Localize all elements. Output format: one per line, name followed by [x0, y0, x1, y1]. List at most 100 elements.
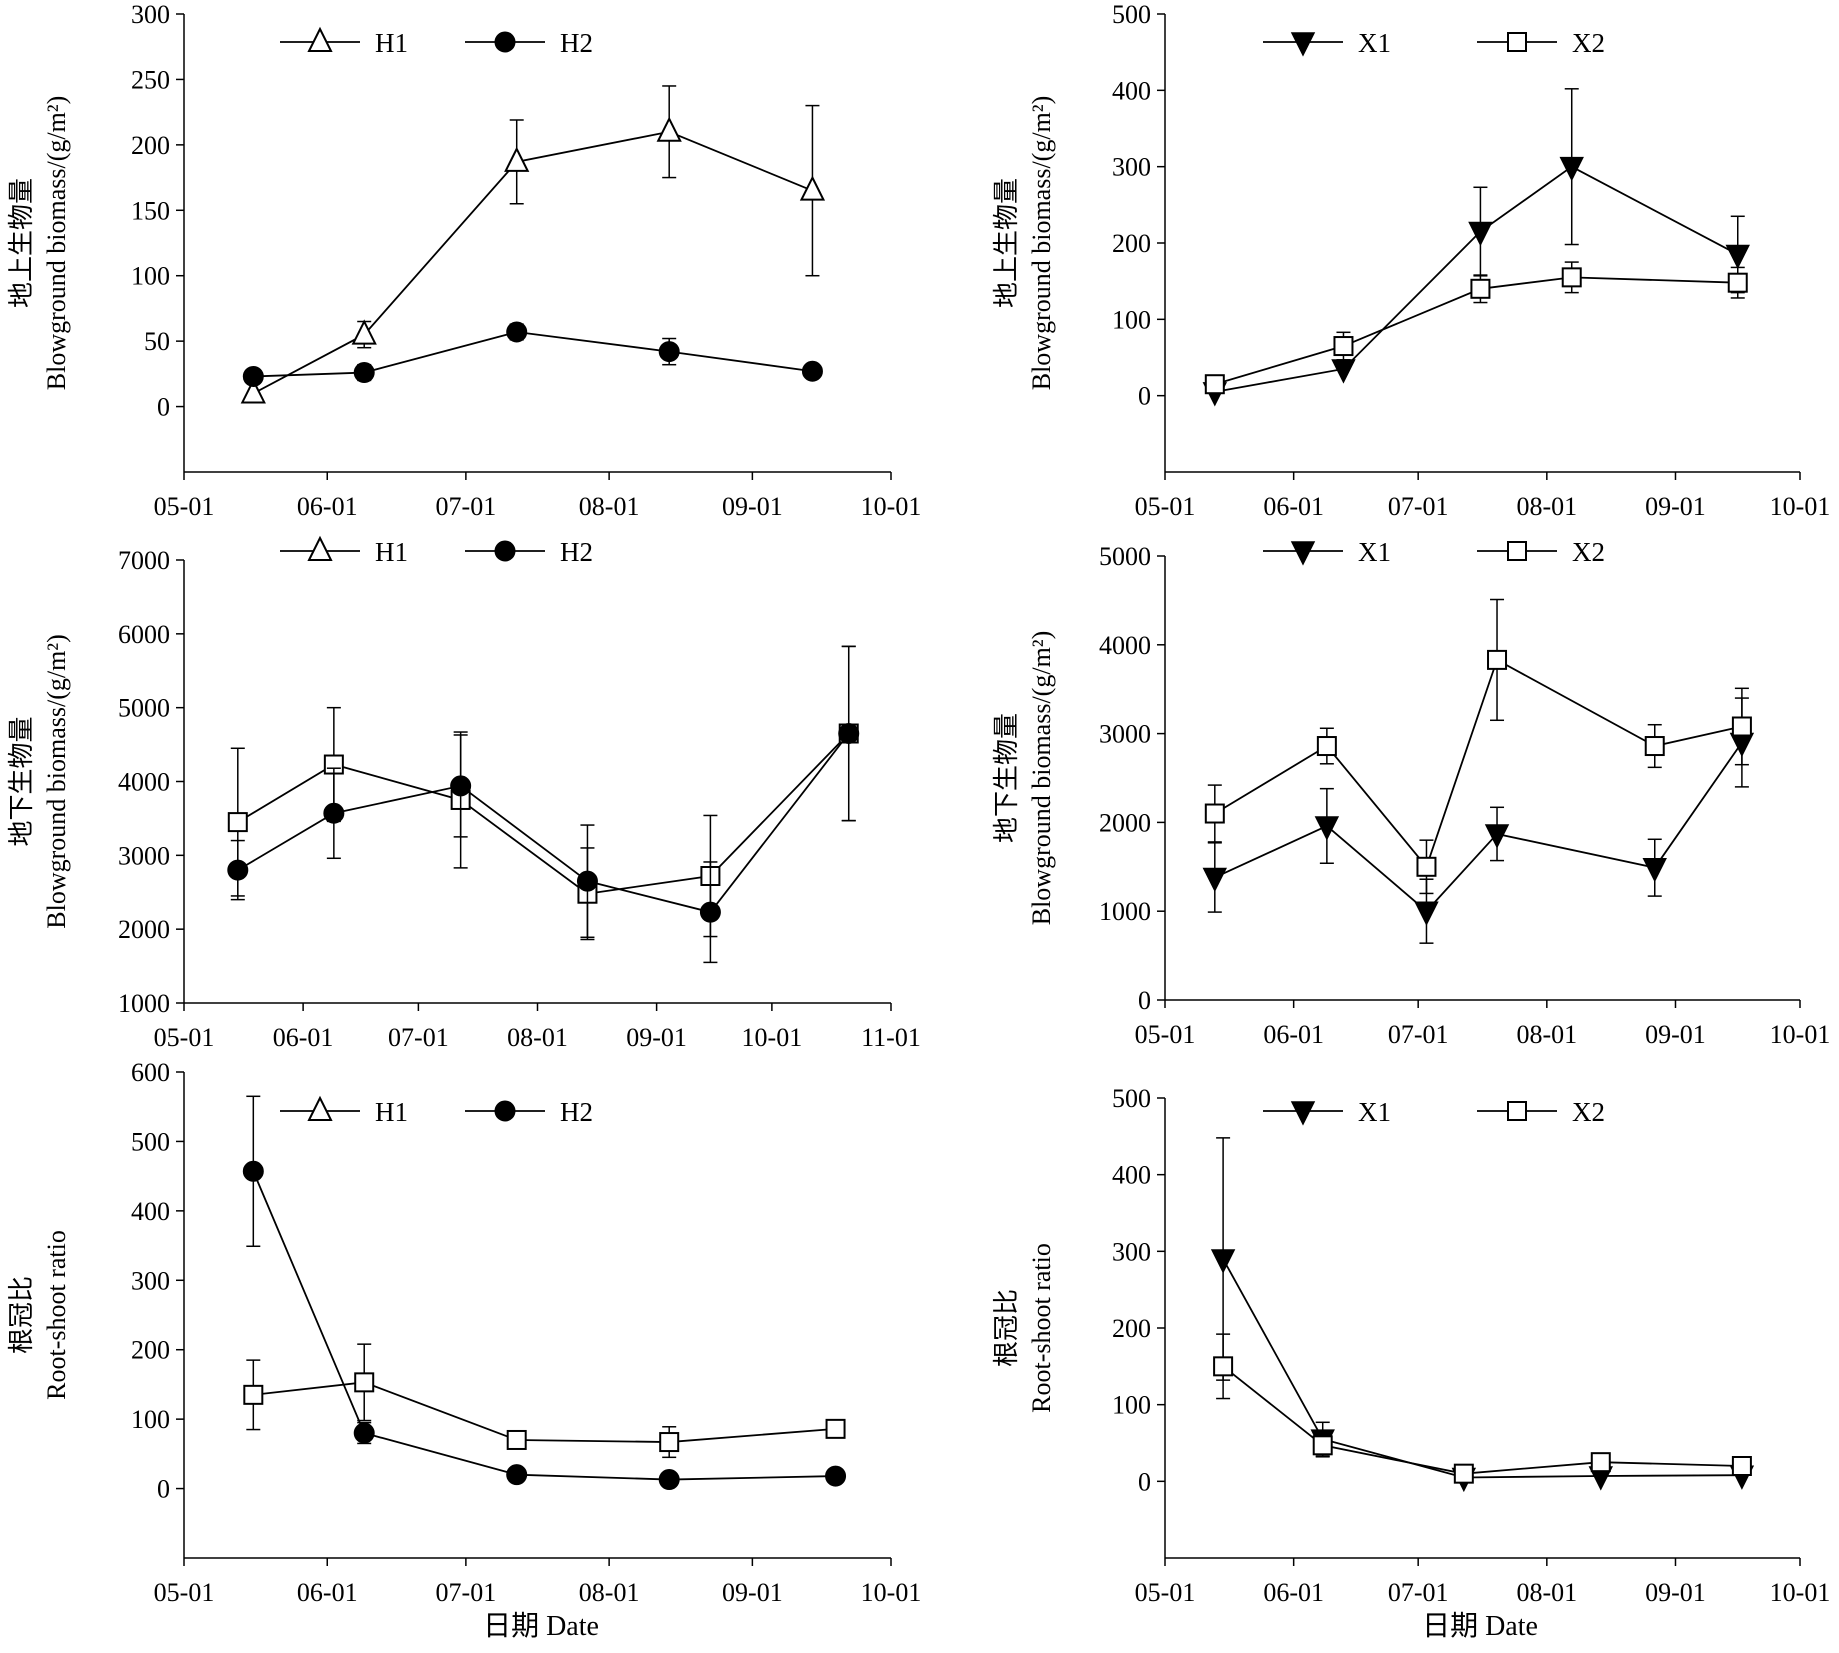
y-tick-label: 400 — [131, 1197, 170, 1226]
data-point — [1727, 272, 1748, 293]
legend-marker — [1290, 32, 1316, 57]
x-tick-label: 10-01 — [1770, 1578, 1831, 1607]
legend-label: H2 — [560, 1097, 593, 1127]
x-tick-label: 05-01 — [154, 1578, 215, 1607]
data-point — [658, 1469, 680, 1491]
y-tick-label: 200 — [131, 1336, 170, 1365]
data-point — [1731, 1456, 1752, 1476]
data-point — [1470, 278, 1491, 299]
y-tick-label: 500 — [131, 1127, 170, 1156]
x-tick-label: 08-01 — [1516, 1020, 1577, 1049]
x-tick-label: 05-01 — [154, 1023, 215, 1052]
data-point — [576, 870, 598, 892]
y-tick-label: 100 — [1112, 1391, 1151, 1420]
y-tick-label: 400 — [1112, 76, 1151, 105]
y-tick-label: 300 — [131, 1266, 170, 1295]
data-point — [1484, 824, 1510, 849]
data-point — [242, 1160, 264, 1182]
x-tick-label: 09-01 — [1645, 1578, 1706, 1607]
y-axis-label-en: Blowground biomass/(g/m²) — [42, 634, 71, 929]
x-tick-label: 08-01 — [1516, 1578, 1577, 1607]
data-point — [656, 116, 682, 142]
legend-label: H1 — [375, 28, 408, 58]
chart-panel-middle-left: 1000 2000 3000 4000 5000 6000 7000 05-01 06-01 07… — [7, 535, 921, 1052]
x-tick-label: 07-01 — [1388, 492, 1449, 521]
y-axis-label-zh: 地下生物量 — [7, 716, 36, 846]
x-tick-label: 10-01 — [1770, 1020, 1831, 1049]
y-axis-label-zh: 根冠比 — [7, 1276, 36, 1354]
x-tick-label: 06-01 — [1263, 1020, 1324, 1049]
x-tick-label: 06-01 — [273, 1023, 334, 1052]
y-tick-label: 400 — [1112, 1161, 1151, 1190]
data-point — [1453, 1463, 1474, 1484]
x-tick-label: 09-01 — [722, 1578, 783, 1607]
y-tick-label: 7000 — [118, 546, 170, 575]
x-tick-label: 07-01 — [1388, 1578, 1449, 1607]
x-tick-label: 07-01 — [436, 1578, 497, 1607]
y-tick-label: 300 — [131, 0, 170, 29]
data-point — [506, 1464, 528, 1486]
data-point — [659, 1432, 680, 1453]
data-point — [799, 175, 826, 201]
data-point — [1202, 867, 1228, 893]
data-point — [838, 723, 860, 745]
data-point — [1414, 901, 1439, 926]
y-tick-label: 2000 — [1099, 808, 1151, 837]
x-tick-label: 09-01 — [1645, 1020, 1706, 1049]
legend-label: X2 — [1572, 28, 1605, 58]
y-tick-label: 0 — [1138, 986, 1151, 1015]
x-tick-label: 08-01 — [579, 492, 640, 521]
y-axis-label-en: Blowground biomass/(g/m²) — [1027, 96, 1056, 391]
legend-label: H1 — [375, 1097, 408, 1127]
y-tick-label: 0 — [1138, 1467, 1151, 1496]
chart-panel-bottom-left: 0 100 200 300 400 500 600 05-01 06-01 07-01 08-01 0… — [7, 1058, 921, 1607]
data-point — [506, 1429, 527, 1450]
legend-marker — [494, 540, 516, 562]
x-tick-label: 10-01 — [742, 1023, 803, 1052]
legend-marker — [307, 535, 333, 561]
legend-marker — [307, 26, 333, 52]
series-line-circle-filled — [252, 1170, 836, 1481]
y-axis-label-zh: 地下生物量 — [992, 713, 1021, 843]
y-axis-label-en: Blowground biomass/(g/m²) — [1027, 631, 1056, 926]
chart-panel-bottom-right: 0 100 200 300 400 500 05-01 06-01 07-01 08-01 09-0… — [992, 1084, 1830, 1607]
x-tick-label: 11-01 — [861, 1023, 921, 1052]
y-tick-label: 50 — [144, 327, 170, 356]
y-tick-label: 300 — [1112, 1237, 1151, 1266]
data-point — [1468, 221, 1493, 247]
data-point — [1559, 156, 1584, 182]
legend-marker — [307, 1095, 333, 1121]
y-tick-label: 0 — [157, 1475, 170, 1504]
chart-panel-top-left: 0 50 100 150 200 250 300 05-01 06-01 07-01 08-01 09… — [7, 0, 921, 521]
chart-panel-middle-right: 0 1000 2000 3000 4000 5000 05-01 06-01 07-01 08-0… — [992, 537, 1830, 1049]
y-tick-label: 250 — [131, 65, 170, 94]
legend-label: X2 — [1572, 1097, 1605, 1127]
y-tick-label: 500 — [1112, 1084, 1151, 1113]
y-axis-label-en: Root-shoot ratio — [1027, 1243, 1056, 1413]
x-tick-label: 06-01 — [297, 492, 358, 521]
x-tick-label: 08-01 — [507, 1023, 568, 1052]
data-point — [243, 1384, 264, 1405]
data-point — [1316, 736, 1337, 757]
legend-marker — [494, 1100, 516, 1122]
data-point — [1561, 267, 1582, 288]
legend-marker — [1290, 1101, 1316, 1126]
legend-label: H1 — [375, 537, 408, 567]
series-line-X2 — [1214, 658, 1743, 869]
x-tick-label: 10-01 — [861, 492, 922, 521]
data-point — [351, 319, 377, 345]
data-point — [1725, 244, 1750, 270]
y-axis-label-zh: 地上生物量 — [7, 178, 36, 308]
chart-panel-top-right: 0 100 200 300 400 500 05-01 06-01 07-01 08-01 09-0… — [992, 0, 1830, 521]
y-tick-label: 200 — [1112, 229, 1151, 258]
data-point — [1590, 1452, 1611, 1473]
legend-label: X2 — [1572, 537, 1605, 567]
data-point — [240, 378, 266, 404]
y-tick-label: 100 — [131, 262, 170, 291]
legend-label: X1 — [1358, 28, 1391, 58]
y-tick-label: 200 — [131, 131, 170, 160]
series-line-X2 — [1222, 1365, 1742, 1475]
data-point — [506, 321, 528, 343]
data-point — [242, 365, 264, 387]
x-tick-label: 08-01 — [1516, 492, 1577, 521]
